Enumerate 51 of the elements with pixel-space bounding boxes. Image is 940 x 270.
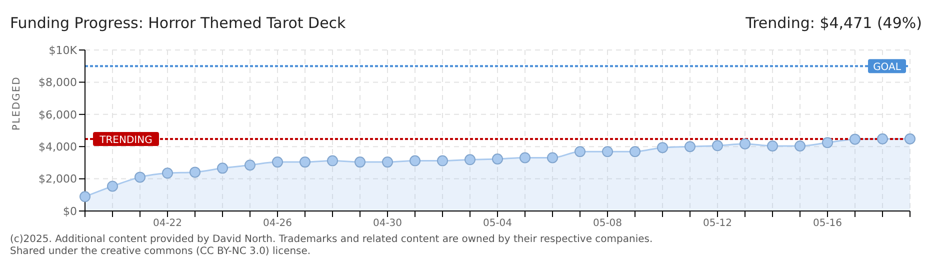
x-tick-label: 04-26 <box>262 218 292 230</box>
point <box>740 138 750 150</box>
x-tick-label: 04-22 <box>152 218 182 230</box>
y-tick-label: $6,000 <box>38 108 77 122</box>
point <box>492 153 503 164</box>
point <box>244 160 256 171</box>
point <box>850 134 860 145</box>
point <box>602 146 613 158</box>
point <box>630 146 640 158</box>
point <box>107 180 118 192</box>
point <box>767 140 778 152</box>
x-tick-label: 05-16 <box>812 218 842 230</box>
ref-line-label: TRENDING <box>98 135 152 146</box>
y-tick-label: $0 <box>63 204 77 218</box>
point <box>300 156 310 168</box>
y-axis-title: PLEDGED <box>12 76 23 130</box>
x-tick-label: 05-04 <box>482 218 512 230</box>
point <box>80 191 90 202</box>
point <box>547 152 558 164</box>
y-tick-label: $10K <box>48 44 78 57</box>
point <box>877 133 888 144</box>
text: (c)2025. Additional content provided by David North. Trademarks and related content are owned by their respective companies. <box>10 234 653 246</box>
x-tick-label: 04-30 <box>372 218 402 230</box>
y-tick-label: $8,000 <box>38 76 77 90</box>
point <box>354 156 366 168</box>
point <box>464 154 476 166</box>
point <box>134 172 146 183</box>
point <box>712 140 723 152</box>
point <box>410 155 420 166</box>
point <box>684 141 696 152</box>
point <box>520 152 530 164</box>
point <box>437 155 448 166</box>
point <box>904 133 916 144</box>
point <box>382 156 393 168</box>
point <box>190 166 200 178</box>
point <box>217 162 228 174</box>
text: Shared under the creative commons (CC BY-NC 3.0) license. <box>10 246 312 258</box>
point <box>822 137 833 148</box>
point <box>327 155 338 166</box>
chart-subtitle: Trending: $4,471 (49%) <box>746 14 922 32</box>
point <box>574 146 586 158</box>
ref-line-label: GOAL <box>873 62 902 74</box>
chart-title: Funding Progress: Horror Themed Tarot Deck <box>10 14 346 32</box>
y-tick-label: $4,000 <box>38 140 77 154</box>
point <box>794 140 806 152</box>
point <box>272 156 283 168</box>
x-tick-label: 05-08 <box>592 218 622 230</box>
x-tick-label: 05-12 <box>702 218 732 230</box>
point <box>162 168 173 179</box>
y-tick-label: $2,000 <box>38 172 77 186</box>
point <box>657 142 668 154</box>
